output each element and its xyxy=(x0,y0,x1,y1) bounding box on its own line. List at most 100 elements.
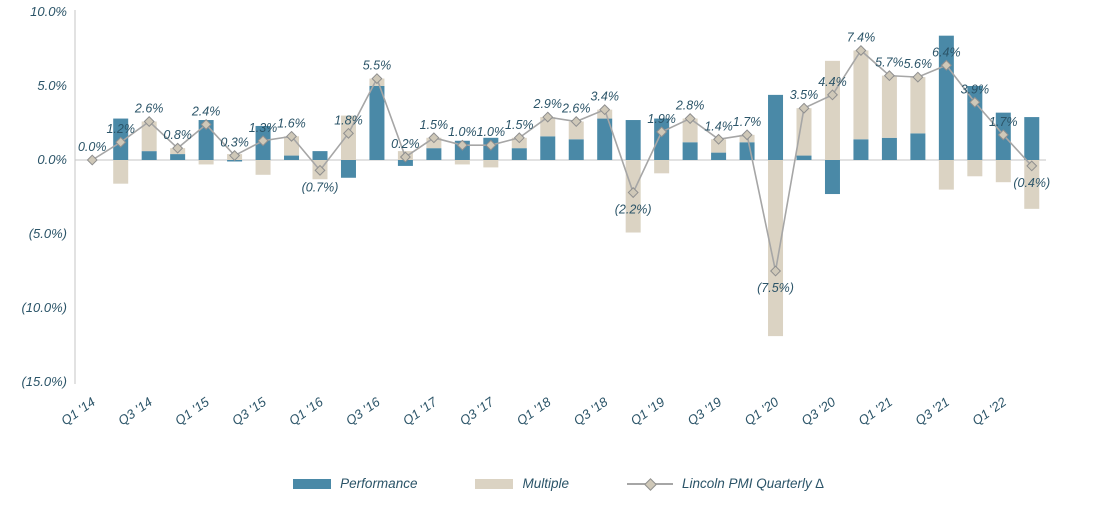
value-label: 3.5% xyxy=(790,88,819,102)
value-label: 0.3% xyxy=(220,136,249,150)
value-label: 1.7% xyxy=(733,115,762,129)
pmi-line-swatch-icon xyxy=(627,477,673,491)
bar-multiple xyxy=(853,50,869,140)
legend-multiple-label: Multiple xyxy=(522,476,569,491)
value-label: 1.7% xyxy=(989,115,1018,129)
bar-performance xyxy=(340,160,356,178)
value-label: 5.6% xyxy=(904,57,933,71)
diamond-marker xyxy=(1026,160,1038,172)
bar-multiple xyxy=(654,160,670,174)
value-label: 5.7% xyxy=(875,56,904,70)
diamond-marker xyxy=(940,59,952,71)
bar-performance xyxy=(768,94,784,160)
bar-performance xyxy=(654,118,670,160)
x-tick-label: Q1 '15 xyxy=(172,394,212,428)
bar-performance xyxy=(540,136,556,160)
value-label: 0.8% xyxy=(163,128,192,142)
value-label: 1.5% xyxy=(420,118,449,132)
bar-multiple xyxy=(198,160,214,165)
bar-performance xyxy=(711,152,727,160)
bar-performance xyxy=(141,151,157,160)
bar-performance xyxy=(881,137,897,160)
diamond-marker xyxy=(115,136,127,148)
diamond-marker xyxy=(997,129,1009,141)
bar-multiple xyxy=(454,160,470,165)
diamond-marker xyxy=(86,154,98,166)
x-tick-label: Q3 '19 xyxy=(685,394,725,428)
bar-multiple xyxy=(113,160,129,184)
x-tick-label: Q1 '21 xyxy=(855,394,895,428)
bar-performance xyxy=(625,120,641,160)
x-tick-label: Q1 '14 xyxy=(58,394,98,428)
diamond-marker xyxy=(741,129,753,141)
diamond-marker xyxy=(257,135,269,147)
bar-multiple xyxy=(682,118,698,143)
value-label: 2.4% xyxy=(191,104,221,118)
value-label: 2.6% xyxy=(134,102,164,116)
diamond-marker-icon xyxy=(644,477,657,491)
y-tick-label: 0.0% xyxy=(37,152,67,167)
y-tick-label: 5.0% xyxy=(37,78,67,93)
diamond-marker xyxy=(456,139,468,151)
value-label: 1.5% xyxy=(505,118,534,132)
value-label: 1.0% xyxy=(448,125,477,139)
value-label: 1.8% xyxy=(334,113,363,127)
bar-performance xyxy=(967,86,983,160)
bar-performance xyxy=(198,120,214,160)
y-tick-label: 10.0% xyxy=(30,4,67,19)
bar-performance xyxy=(284,155,300,160)
value-label: 6.4% xyxy=(932,45,961,59)
value-label: (0.7%) xyxy=(302,180,339,194)
diamond-marker xyxy=(143,116,155,128)
value-label: 1.9% xyxy=(647,112,676,126)
legend-performance-label: Performance xyxy=(340,476,418,491)
bar-multiple xyxy=(824,60,840,161)
bar-multiple xyxy=(910,77,926,134)
x-tick-label: Q1 '17 xyxy=(400,394,440,428)
diamond-marker xyxy=(200,118,212,130)
bar-multiple xyxy=(141,121,157,152)
bar-multiple xyxy=(711,139,727,153)
diamond-marker xyxy=(599,104,611,116)
x-tick-label: Q1 '20 xyxy=(742,394,782,428)
diamond-marker xyxy=(684,113,696,125)
diamond-marker xyxy=(342,127,354,139)
bar-performance xyxy=(170,154,186,160)
value-label: 1.4% xyxy=(704,119,733,133)
diamond-marker xyxy=(855,44,867,56)
diamond-marker xyxy=(826,89,838,101)
value-label: 1.2% xyxy=(106,122,135,136)
diamond-marker xyxy=(399,151,411,163)
diamond-marker xyxy=(770,265,782,277)
diamond-marker xyxy=(172,142,184,154)
bar-performance xyxy=(312,151,328,160)
value-label: 1.0% xyxy=(477,125,506,139)
legend-pmi-label: Lincoln PMI Quarterly ∆ xyxy=(682,476,824,491)
value-label: 2.9% xyxy=(533,97,563,111)
diamond-marker xyxy=(229,150,241,162)
y-tick-label: (10.0%) xyxy=(21,300,67,315)
bar-multiple xyxy=(1024,160,1040,209)
x-tick-label: Q1 '22 xyxy=(969,394,1009,428)
diamond-marker xyxy=(912,71,924,83)
value-label: (0.4%) xyxy=(1013,176,1050,190)
x-tick-label: Q3 '20 xyxy=(799,394,839,428)
diamond-marker xyxy=(798,102,810,114)
bar-multiple xyxy=(995,160,1011,183)
x-tick-label: Q1 '18 xyxy=(514,394,554,428)
value-label: 7.4% xyxy=(847,30,876,44)
diamond-marker xyxy=(428,132,440,144)
x-tick-label: Q3 '14 xyxy=(115,394,155,428)
value-label: 1.6% xyxy=(277,116,306,130)
diamond-marker xyxy=(627,187,639,199)
bar-performance xyxy=(397,160,413,166)
bar-performance xyxy=(796,155,812,160)
x-tick-label: Q3 '17 xyxy=(457,394,497,428)
bar-multiple xyxy=(938,160,954,190)
bar-multiple xyxy=(255,160,271,175)
diamond-marker xyxy=(542,111,554,123)
bar-multiple xyxy=(540,117,556,137)
bar-multiple xyxy=(881,75,897,138)
value-label: (7.5%) xyxy=(757,281,794,295)
value-label: 2.8% xyxy=(675,99,705,113)
